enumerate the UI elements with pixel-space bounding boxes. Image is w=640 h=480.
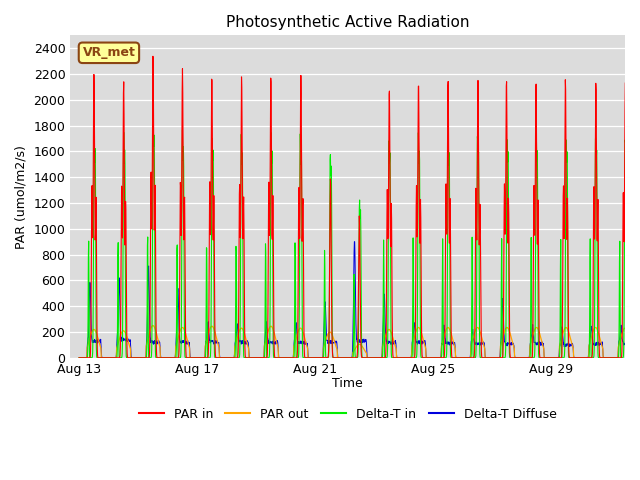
Delta-T in (334, 355, 342, 360)
Delta-T Diffuse (606, 355, 614, 360)
Delta-T in (149, 119, 157, 124)
PAR out (625, 333, 632, 339)
PAR out (392, 345, 400, 351)
Line: PAR in: PAR in (79, 56, 640, 358)
Delta-T in (547, 355, 555, 360)
Delta-T Diffuse (95, 337, 102, 343)
Delta-T Diffuse (392, 340, 400, 346)
PAR out (220, 355, 227, 360)
Delta-T in (76, 355, 83, 360)
PAR out (636, 355, 640, 360)
PAR in (636, 355, 640, 360)
X-axis label: Time: Time (332, 377, 363, 390)
Title: Photosynthetic Active Radiation: Photosynthetic Active Radiation (226, 15, 469, 30)
PAR in (220, 355, 227, 360)
PAR in (577, 355, 584, 360)
Delta-T Diffuse (220, 355, 227, 360)
PAR in (76, 355, 83, 360)
Text: VR_met: VR_met (83, 46, 136, 60)
Y-axis label: PAR (umol/m2/s): PAR (umol/m2/s) (15, 144, 28, 249)
Delta-T in (636, 355, 640, 360)
PAR out (149, 323, 157, 328)
Line: Delta-T Diffuse: Delta-T Diffuse (79, 242, 640, 358)
Delta-T in (392, 355, 400, 360)
PAR in (95, 355, 102, 360)
Delta-T Diffuse (351, 239, 358, 245)
PAR in (540, 355, 547, 360)
Delta-T in (625, 355, 633, 360)
Delta-T in (540, 355, 547, 360)
Delta-T Diffuse (540, 343, 547, 348)
Delta-T in (95, 355, 102, 360)
Delta-T Diffuse (334, 354, 342, 360)
PAR in (334, 355, 342, 360)
Legend: PAR in, PAR out, Delta-T in, Delta-T Diffuse: PAR in, PAR out, Delta-T in, Delta-T Dif… (134, 403, 562, 426)
Delta-T Diffuse (625, 340, 633, 346)
Delta-T Diffuse (76, 355, 83, 360)
PAR in (392, 355, 400, 360)
PAR out (540, 345, 547, 350)
PAR out (76, 355, 83, 360)
Line: Delta-T in: Delta-T in (79, 121, 640, 358)
PAR in (149, 53, 157, 59)
Delta-T Diffuse (636, 355, 640, 360)
PAR out (95, 337, 102, 343)
Delta-T in (220, 355, 227, 360)
Line: PAR out: PAR out (79, 325, 640, 358)
PAR out (334, 355, 342, 360)
PAR in (625, 353, 633, 359)
